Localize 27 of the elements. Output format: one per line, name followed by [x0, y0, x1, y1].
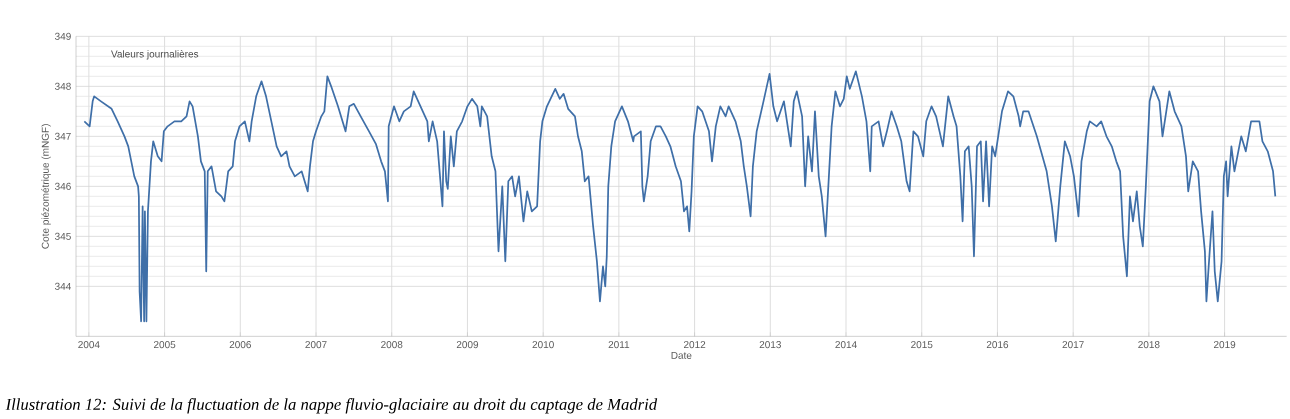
y-tick-label: 347 — [54, 132, 71, 140]
y-tick-label: 348 — [54, 82, 71, 90]
x-tick-label: 2014 — [835, 341, 857, 349]
x-tick-label: 2010 — [532, 341, 554, 349]
x-tick-label: 2016 — [986, 341, 1009, 349]
x-tick-label: 2013 — [759, 341, 781, 349]
y-tick-label: 346 — [54, 182, 71, 190]
x-tick-label: 2012 — [683, 341, 706, 349]
line-series — [83, 70, 1277, 323]
x-axis-title: Date — [671, 351, 692, 359]
y-axis-title: Cote piézométrique (mNGF) — [41, 124, 51, 249]
y-tick-label: 349 — [54, 32, 71, 40]
x-tick-label: 2017 — [1062, 341, 1084, 349]
y-tick-label: 345 — [54, 232, 71, 240]
x-tick-label: 2019 — [1213, 341, 1236, 349]
x-tick-label: 2005 — [153, 341, 176, 349]
x-tick-label: 2006 — [229, 341, 251, 349]
x-tick-label: 2004 — [78, 341, 100, 349]
x-tick-label: 2018 — [1138, 341, 1160, 349]
x-tick-label: 2015 — [911, 341, 933, 349]
x-tick-label: 2009 — [456, 341, 479, 349]
x-tick-label: 2008 — [381, 341, 403, 349]
x-tick-label: 2011 — [608, 341, 630, 349]
text: Illustration 12: Suivi de la fluctuation de la nappe fluvio-glaciaire au droit du captage de Madrid — [5, 398, 658, 414]
y-tick-label: 344 — [54, 282, 71, 290]
annotation: Valeurs journalières — [111, 50, 199, 60]
x-tick-label: 2007 — [305, 341, 327, 349]
